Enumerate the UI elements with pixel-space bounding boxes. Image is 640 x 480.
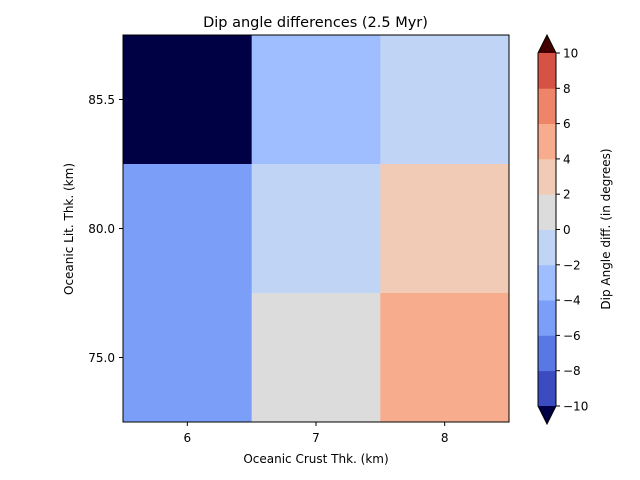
colorbar-segment xyxy=(538,300,556,336)
colorbar-under-arrow xyxy=(538,406,556,424)
colorbar-segment xyxy=(538,123,556,160)
heatmap-cell xyxy=(380,293,510,423)
colorbar-tick-label: 0 xyxy=(563,223,571,237)
colorbar-tick-label: 4 xyxy=(563,152,571,166)
y-tick-label: 85.5 xyxy=(88,93,115,107)
y-ticks: 75.0 80.0 85.5 xyxy=(88,93,123,365)
x-axis-label: Oceanic Crust Thk. (km) xyxy=(243,452,388,466)
colorbar-tick-label: −10 xyxy=(563,400,588,414)
y-axis-label: Oceanic Lit. Thk. (km) xyxy=(62,163,76,295)
colorbar-tick-label: −8 xyxy=(563,364,581,378)
colorbar-tick-label: −4 xyxy=(563,294,581,308)
y-tick-label: 75.0 xyxy=(88,351,115,365)
heatmap-cell xyxy=(251,164,381,294)
heatmap-cell xyxy=(380,35,510,165)
y-tick-label: 80.0 xyxy=(88,222,115,236)
colorbar-segment xyxy=(538,370,556,407)
chart-title: Dip angle differences (2.5 Myr) xyxy=(203,15,428,31)
heatmap-cell xyxy=(123,164,253,294)
colorbar-segment xyxy=(538,229,556,266)
heatmap-cells xyxy=(123,35,510,423)
heatmap-cell xyxy=(123,35,253,165)
colorbar-segment xyxy=(538,53,556,89)
colorbar: 10 8 6 4 2 0 −2 −4 −6 −8 −10 xyxy=(537,33,588,426)
heatmap-cell xyxy=(251,35,381,165)
x-tick-label: 7 xyxy=(312,431,320,445)
colorbar-tick-label: −6 xyxy=(563,329,581,343)
colorbar-tick-label: 10 xyxy=(563,47,578,61)
heatmap-cell xyxy=(251,293,381,423)
colorbar-tick-label: 6 xyxy=(563,117,571,131)
colorbar-over-arrow xyxy=(538,35,556,53)
colorbar-segment xyxy=(538,194,556,230)
x-tick-label: 8 xyxy=(441,431,449,445)
colorbar-label: Dip Angle diff. (in degrees) xyxy=(599,148,613,309)
colorbar-segment xyxy=(538,264,556,301)
heatmap-cell xyxy=(380,164,510,294)
colorbar-tick-label: 2 xyxy=(563,188,571,202)
colorbar-tick-label: 8 xyxy=(563,82,571,96)
colorbar-segment xyxy=(538,335,556,372)
heatmap-cell xyxy=(123,293,253,423)
colorbar-segment xyxy=(538,88,556,124)
x-tick-label: 6 xyxy=(184,431,192,445)
x-ticks: 6 7 8 xyxy=(184,422,449,445)
colorbar-tick-label: −2 xyxy=(563,258,581,272)
colorbar-segment xyxy=(538,158,556,195)
